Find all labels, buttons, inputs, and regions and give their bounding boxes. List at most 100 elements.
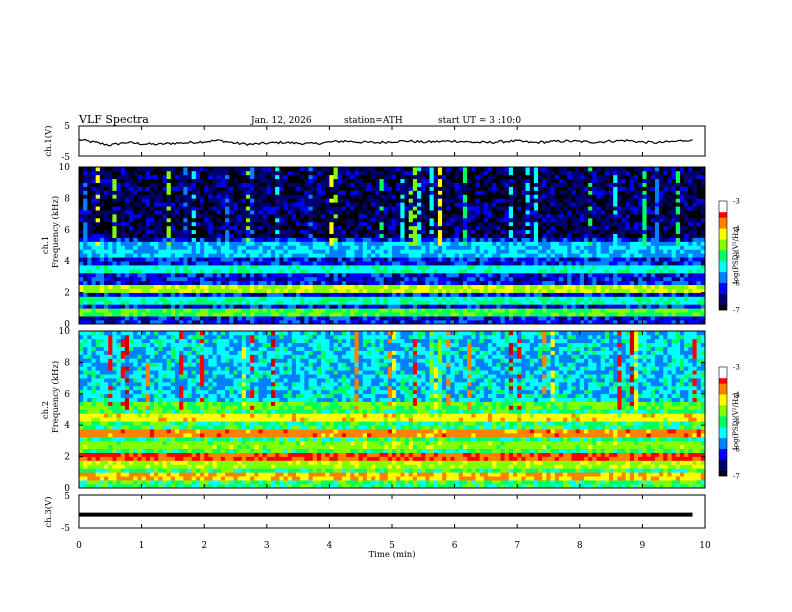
ch1-spectrogram-cell [250,269,255,274]
ch1-spectrogram-cell [296,218,301,223]
ch1-spectrogram-cell [483,221,489,227]
ch1-spectrogram-cell [204,288,209,293]
ch1-spectrogram-cell [200,218,205,223]
ch1-spectrogram-cell [195,170,201,176]
ch1-spectrogram-cell [575,308,581,313]
ch1-spectrogram-cell [99,241,105,246]
ch1-spectrogram-cell [174,257,180,262]
ch1-spectrogram-cell [354,237,359,242]
ch1-spectrogram-cell [191,174,197,180]
ch1-spectrogram-cell [308,312,313,317]
ch1-spectrogram-cell [492,233,497,238]
ch1-spectrogram-cell [83,308,88,313]
ch1-spectrogram-cell [325,304,330,309]
ch1-spectrogram-cell [233,174,238,180]
ch1-spectrogram-cell [241,276,247,282]
ch1-spectrogram-cell [170,308,176,313]
ch1-spectrogram-cell [325,206,330,211]
ch1-spectrogram-cell [333,186,339,191]
ch1-spectrogram-cell [341,304,347,309]
ch1-spectrogram-cell [283,320,288,325]
ch1-spectrogram-cell [371,253,376,258]
ch1-spectrogram-cell [358,257,364,262]
ch1-spectrogram-cell [533,167,539,172]
ch1-spectrogram-cell [433,229,439,235]
ch1-spectrogram-cell [579,178,585,183]
ch1-spectrogram-cell [458,170,464,176]
ch1-spectrogram-cell [546,304,551,309]
ch1-spectrogram-cell [166,182,172,187]
ch1-spectrogram-cell [379,202,384,207]
ch1-spectrogram-cell [346,174,351,180]
ch1-spectrogram-cell [362,221,368,227]
ch1-spectrogram-cell [575,186,581,191]
ch1-spectrogram-cell [362,237,368,242]
ch1-spectrogram-cell [216,296,222,301]
ch1-spectrogram-cell [133,198,138,203]
ch1-spectrogram-cell [412,261,418,266]
ch1-spectrogram-cell [375,280,380,286]
ch1-spectrogram-cell [262,312,268,317]
ch1-spectrogram-cell [563,253,568,258]
ch1-spectrogram-cell [237,190,243,195]
ch1-spectrogram-cell [241,269,247,274]
ch1-spectrogram-cell [250,245,255,250]
ch1-spectrogram-cell [588,269,593,274]
ch1-spectrogram-cell [316,245,322,250]
ch1-spectrogram-cell [583,214,589,219]
ch1-spectrogram-cell [304,320,309,325]
ch1-spectrogram-cell [333,269,339,274]
ch1-spectrogram-cell [592,206,597,211]
ch1-spectrogram-cell [567,316,572,321]
ch1-spectrogram-cell [83,245,88,250]
ch1-spectrogram-cell [321,206,326,211]
ch1-spectrogram-cell [108,218,113,223]
ch1-spectrogram-cell [567,229,572,235]
ch1-spectrogram-cell [350,182,355,187]
ch1-spectrogram-cell [91,288,96,293]
ch1-spectrogram-cell [400,304,405,309]
ch1-spectrogram-cell [250,249,255,254]
ch1-spectrogram-cell [396,241,401,246]
ch1-spectrogram-cell [283,304,288,309]
ch1-spectrogram-cell [137,174,142,180]
ch1-spectrogram-cell [583,186,589,191]
ch1-spectrogram-cell [229,300,234,305]
ch1-spectrogram-cell [229,320,234,325]
ch1-spectrogram-cell [429,272,435,278]
ch1-spectrogram-cell [245,272,251,278]
ch1-spectrogram-cell [588,296,593,301]
ch1-spectrogram-cell [337,245,343,250]
ch1-spectrogram-cell [129,218,134,223]
ch1-spectrogram-cell [404,320,409,325]
ch1-spectrogram-cell [454,280,460,286]
ch1-spectrogram-cell [496,233,501,238]
ch1-spectrogram-cell [358,296,364,301]
ch1-spectrogram-cell [129,249,134,254]
ch1-spectrogram-cell [325,186,330,191]
ch1-spectrogram-cell [220,174,226,180]
ch1-spectrogram-cell [312,198,318,203]
ch1-spectrogram-cell [462,229,468,235]
ch1-spectrogram-cell [312,186,318,191]
ch1-spectrogram-cell [220,253,226,258]
ch1-spectrogram-cell [417,214,422,219]
ch1-spectrogram-cell [108,312,113,317]
ch1-spectrogram-cell [579,249,585,254]
ch1-spectrogram-cell [220,304,226,309]
ch1-spectrogram-cell [291,237,297,242]
ch1-spectrogram-cell [87,190,92,195]
ch1-spectrogram-cell [508,312,514,317]
ch1-spectrogram-cell [300,265,305,270]
ch1-spectrogram-cell [174,225,180,231]
ch1-spectrogram-cell [421,174,426,180]
ch1-spectrogram-cell [112,186,117,191]
ch1-spectrogram-cell [145,312,151,317]
ch1-spectrogram-cell [266,182,272,187]
ch1-spectrogram-cell [187,253,192,258]
ch1-spectrogram-cell [95,225,101,231]
ch1-spectrogram-cell [154,194,159,199]
ch1-spectrogram-cell [162,272,167,278]
ch1-spectrogram-cell [371,304,376,309]
ch1-spectrogram-cell [266,198,272,203]
